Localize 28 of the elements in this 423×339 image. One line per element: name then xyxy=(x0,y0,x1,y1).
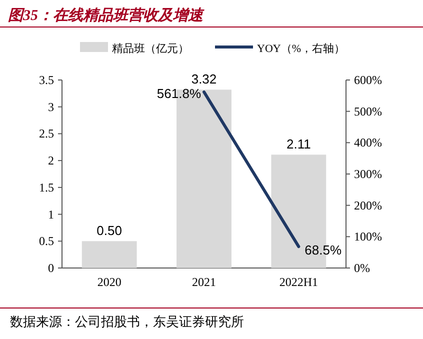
y2-tick-label: 100% xyxy=(354,230,382,244)
y-tick-label: 0 xyxy=(48,261,54,275)
data-label: 0.50 xyxy=(96,223,122,238)
x-tick-label: 2022H1 xyxy=(279,275,318,289)
y2-tick-label: 200% xyxy=(354,198,382,212)
data-label: 561.8% xyxy=(156,86,202,101)
y2-tick-label: 600% xyxy=(354,73,382,87)
chart-title: 图35：在线精品班营收及增速 xyxy=(8,7,205,24)
y-tick-label: 1.5 xyxy=(39,180,54,194)
y-tick-label: 2 xyxy=(48,154,54,168)
y-tick-label: 2.5 xyxy=(39,126,54,141)
x-tick-label: 2020 xyxy=(97,275,122,289)
data-label: 3.32 xyxy=(191,72,217,87)
legend-label: YOY（%，右轴） xyxy=(257,42,345,55)
data-label: 2.11 xyxy=(286,136,311,152)
x-tick-label: 2021 xyxy=(192,275,216,289)
bar xyxy=(82,241,137,268)
y2-tick-label: 500% xyxy=(354,104,382,118)
y-tick-label: 3 xyxy=(48,100,54,114)
y-tick-label: 1 xyxy=(48,207,54,222)
y-tick-label: 3.5 xyxy=(39,73,54,87)
y-tick-label: 0.5 xyxy=(39,234,54,248)
y2-tick-label: 400% xyxy=(354,136,382,150)
y2-tick-label: 300% xyxy=(354,167,382,181)
y2-tick-label: 0% xyxy=(354,261,370,275)
data-label: 68.5% xyxy=(304,242,342,258)
legend-label: 精品班（亿元） xyxy=(112,42,189,55)
source-note: 数据来源：公司招股书，东吴证券研究所 xyxy=(10,314,244,329)
